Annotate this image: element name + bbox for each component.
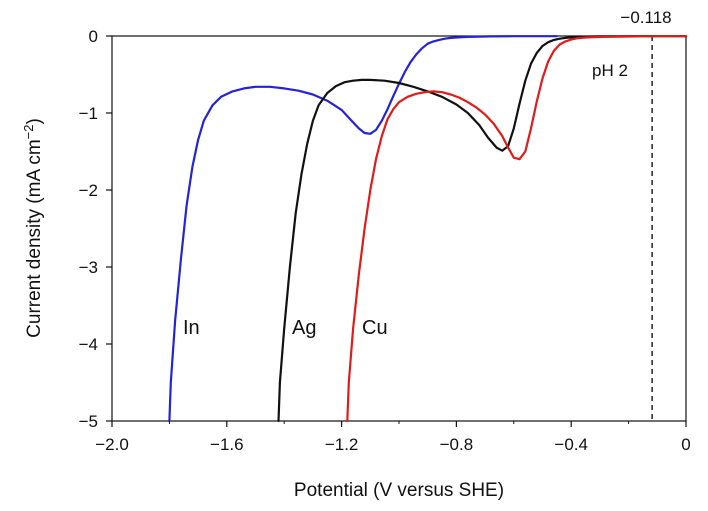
y-tick-label: 0 xyxy=(89,27,98,46)
plot-border xyxy=(111,35,687,422)
y-axis-title-close: ) xyxy=(24,118,45,124)
ph-annotation: pH 2 xyxy=(592,61,628,80)
plot-frame xyxy=(111,35,687,422)
y-tick-label: −1 xyxy=(79,104,98,123)
x-tick-label: −0.4 xyxy=(554,435,588,454)
y-tick-label: −5 xyxy=(79,412,98,431)
series-label-ag: Ag xyxy=(292,317,316,339)
x-tick-label: −0.8 xyxy=(440,435,474,454)
x-axis-title: Potential (V versus SHE) xyxy=(294,480,504,501)
y-axis-title-main: Current density (mA cm xyxy=(24,139,45,338)
y-axis-title-superscript: −2 xyxy=(21,125,36,140)
y-tick-label: −3 xyxy=(79,258,98,277)
x-tick-label: −1.2 xyxy=(325,435,359,454)
x-tick-label: −2.0 xyxy=(95,435,129,454)
y-axis: 0 −1 −2 −3 −4 −5 xyxy=(79,27,112,431)
series-line-ag xyxy=(277,35,688,423)
series-layer xyxy=(168,35,688,423)
reference-line-label: −0.118 xyxy=(620,8,671,27)
y-axis-title: Current density (mA cm−2) xyxy=(21,118,45,338)
series-label-cu: Cu xyxy=(362,317,388,339)
series-line-cu xyxy=(346,35,688,423)
x-axis: −2.0 −1.6 −1.2 −0.8 −0.4 0 xyxy=(95,421,691,454)
y-tick-label: −2 xyxy=(79,181,98,200)
y-tick-label: −4 xyxy=(79,335,98,354)
x-tick-label: −1.6 xyxy=(210,435,244,454)
series-line-in xyxy=(168,35,558,423)
series-label-in: In xyxy=(183,317,200,339)
x-tick-label: 0 xyxy=(681,435,690,454)
